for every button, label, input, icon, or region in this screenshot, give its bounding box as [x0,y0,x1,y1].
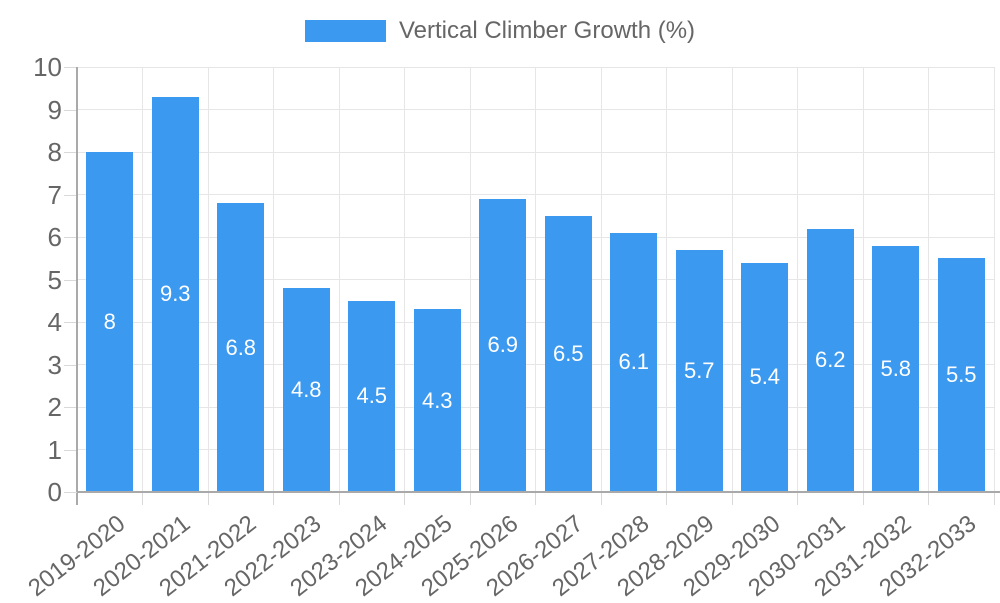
y-tick [64,279,77,281]
bar-value-label: 6.8 [225,334,257,360]
legend[interactable]: Vertical Climber Growth (%) [0,14,1000,48]
bar[interactable]: 8 [86,152,134,492]
x-gridline [273,67,274,492]
y-tick-label: 6 [47,222,62,252]
y-tick-label: 9 [47,94,62,125]
x-tick [338,493,340,505]
x-tick [666,493,667,505]
y-tick-label: 2 [47,392,62,422]
x-tick [600,493,602,505]
y-tick-label: 10 [33,52,62,82]
y-tick [64,152,77,153]
x-gridline [535,67,536,492]
bar-value-label: 6.5 [552,340,584,366]
bar[interactable]: 4.8 [282,288,330,492]
x-gridline [469,67,471,492]
x-tick [797,493,798,505]
y-tick-label: 1 [47,434,62,465]
bar-value-label: 9.3 [159,281,191,307]
y-tick-label: 8 [47,137,62,167]
y-tick [64,67,77,68]
y-tick [64,322,77,323]
bar-value-label: 4.3 [421,387,453,413]
y-tick-label: 0 [47,477,62,507]
x-gridline [928,67,929,492]
x-tick [142,493,143,505]
bar-value-label: 5.5 [945,362,977,388]
bar[interactable]: 5.8 [872,245,920,492]
x-gridline [797,67,798,492]
y-tick [64,492,77,493]
bar-value-label: 8 [103,309,116,334]
bar-value-label: 5.8 [880,355,912,381]
bar[interactable]: 5.5 [937,258,985,492]
bar[interactable]: 6.5 [544,215,592,492]
x-axis-line [77,491,1000,493]
bar[interactable]: 6.8 [217,203,265,492]
bar-value-label: 4.5 [356,383,388,409]
x-gridline [862,67,864,492]
x-tick [993,493,995,505]
bar[interactable]: 4.5 [348,300,396,492]
bar[interactable]: 5.7 [675,249,723,492]
x-tick [731,493,733,505]
y-tick-label: 5 [47,264,62,295]
plot-area: 0 1 2 3 4 5 6 7 8 9 10 8 9.3 6.8 4.8 4.5 4.3 6.9 6.5 6.1 5.7… [23,52,1000,602]
bar-value-label: 6.2 [814,347,846,373]
x-gridline [993,67,995,492]
y-tick [64,407,77,408]
y-tick [64,364,77,366]
x-gridline [142,67,143,492]
y-tick [64,237,77,238]
bar[interactable]: 5.4 [741,262,789,492]
x-tick [469,493,471,505]
y-tick-label: 7 [47,179,62,210]
y-tick-label: 3 [47,349,62,380]
y-tick [64,194,77,196]
x-tick [928,493,929,505]
x-gridline [666,67,667,492]
x-gridline [731,67,733,492]
legend-label: Vertical Climber Growth (%) [398,17,696,44]
bar[interactable]: 9.3 [151,96,199,492]
bar[interactable]: 4.3 [413,309,461,492]
y-tick-label: 4 [47,307,62,337]
y-axis-line [76,67,78,492]
bar[interactable]: 6.1 [610,232,658,492]
bar-value-label: 5.7 [683,357,715,383]
x-gridline [207,67,209,492]
y-tick [64,449,77,451]
bar-value-label: 4.8 [290,377,322,402]
x-gridline [404,67,405,492]
x-tick [862,493,864,505]
x-gridline [600,67,602,492]
legend-swatch-icon [304,20,386,42]
bar[interactable]: 6.2 [806,228,854,492]
x-gridline [338,67,340,492]
y-tick [64,109,77,111]
x-tick [76,493,78,505]
bar[interactable]: 6.9 [479,198,527,492]
x-tick [404,493,405,505]
x-tick [535,493,536,505]
x-tick [273,493,274,505]
bar-value-label: 6.9 [487,332,519,358]
bar-value-label: 6.1 [618,349,650,375]
bar-value-label: 5.4 [749,364,781,390]
x-tick [207,493,209,505]
